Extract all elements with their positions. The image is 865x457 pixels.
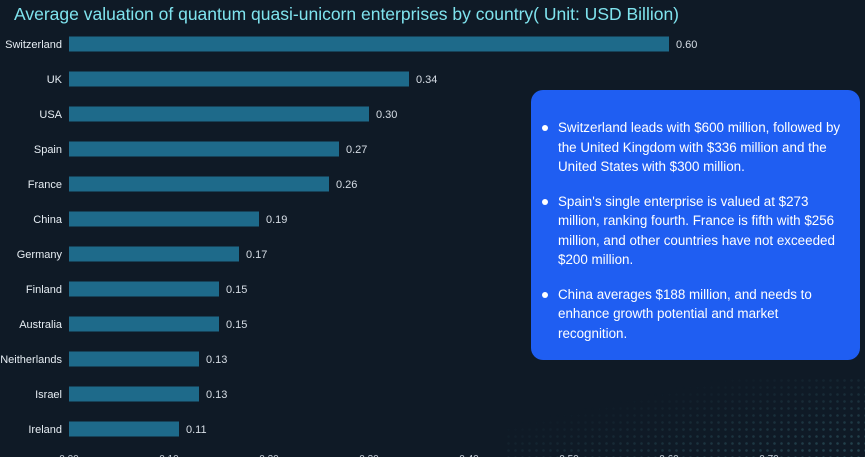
- value-label: 0.30: [376, 109, 397, 121]
- insight-bullet-2: Spain's single enterprise is valued at $…: [541, 192, 850, 270]
- value-label: 0.17: [246, 249, 267, 261]
- x-tick-label: 0.60: [659, 454, 679, 457]
- value-label: 0.15: [226, 284, 247, 296]
- bar-australia: [69, 316, 219, 332]
- bar-germany: [69, 246, 239, 262]
- value-label: 0.60: [676, 39, 697, 51]
- category-label: Germany: [17, 249, 63, 261]
- bar-finland: [69, 281, 219, 297]
- bar-neitherlands: [69, 351, 199, 367]
- bar-france: [69, 176, 329, 192]
- insight-callout: Switzerland leads with $600 million, fol…: [531, 90, 860, 360]
- x-tick-label: 0.10: [159, 454, 179, 457]
- category-label: Finland: [26, 284, 62, 296]
- category-label: Neitherlands: [0, 354, 62, 366]
- bar-ireland: [69, 421, 179, 437]
- category-label: UK: [47, 74, 63, 86]
- x-tick-label: 0.20: [259, 454, 279, 457]
- bar-israel: [69, 386, 199, 402]
- insight-bullet-1: Switzerland leads with $600 million, fol…: [541, 118, 850, 177]
- insight-bullet-3: China averages $188 million, and needs t…: [541, 285, 850, 344]
- x-tick-label: 0.70: [759, 454, 779, 457]
- category-label: Ireland: [28, 424, 62, 436]
- category-label: China: [33, 214, 63, 226]
- value-label: 0.15: [226, 319, 247, 331]
- bar-uk: [69, 71, 409, 87]
- value-label: 0.13: [206, 389, 227, 401]
- category-label: Israel: [35, 389, 62, 401]
- category-label: France: [28, 179, 62, 191]
- value-label: 0.13: [206, 354, 227, 366]
- x-tick-label: 0.50: [559, 454, 579, 457]
- insight-list: Switzerland leads with $600 million, fol…: [541, 118, 850, 343]
- bar-spain: [69, 141, 339, 157]
- value-label: 0.27: [346, 144, 367, 156]
- category-label: Australia: [19, 319, 63, 331]
- value-label: 0.11: [186, 424, 207, 436]
- value-label: 0.26: [336, 179, 357, 191]
- bar-china: [69, 211, 259, 227]
- category-label: USA: [39, 109, 62, 121]
- chart-title: Average valuation of quantum quasi-unico…: [14, 4, 680, 24]
- x-tick-label: 0.40: [459, 454, 479, 457]
- x-tick-label: 0.00: [59, 454, 79, 457]
- bar-switzerland: [69, 36, 669, 52]
- value-label: 0.34: [416, 74, 437, 86]
- x-tick-label: 0.30: [359, 454, 379, 457]
- value-label: 0.19: [266, 214, 287, 226]
- category-label: Spain: [34, 144, 62, 156]
- decorative-dot-pattern: [505, 377, 865, 457]
- category-label: Switzerland: [5, 39, 62, 51]
- bar-usa: [69, 106, 369, 122]
